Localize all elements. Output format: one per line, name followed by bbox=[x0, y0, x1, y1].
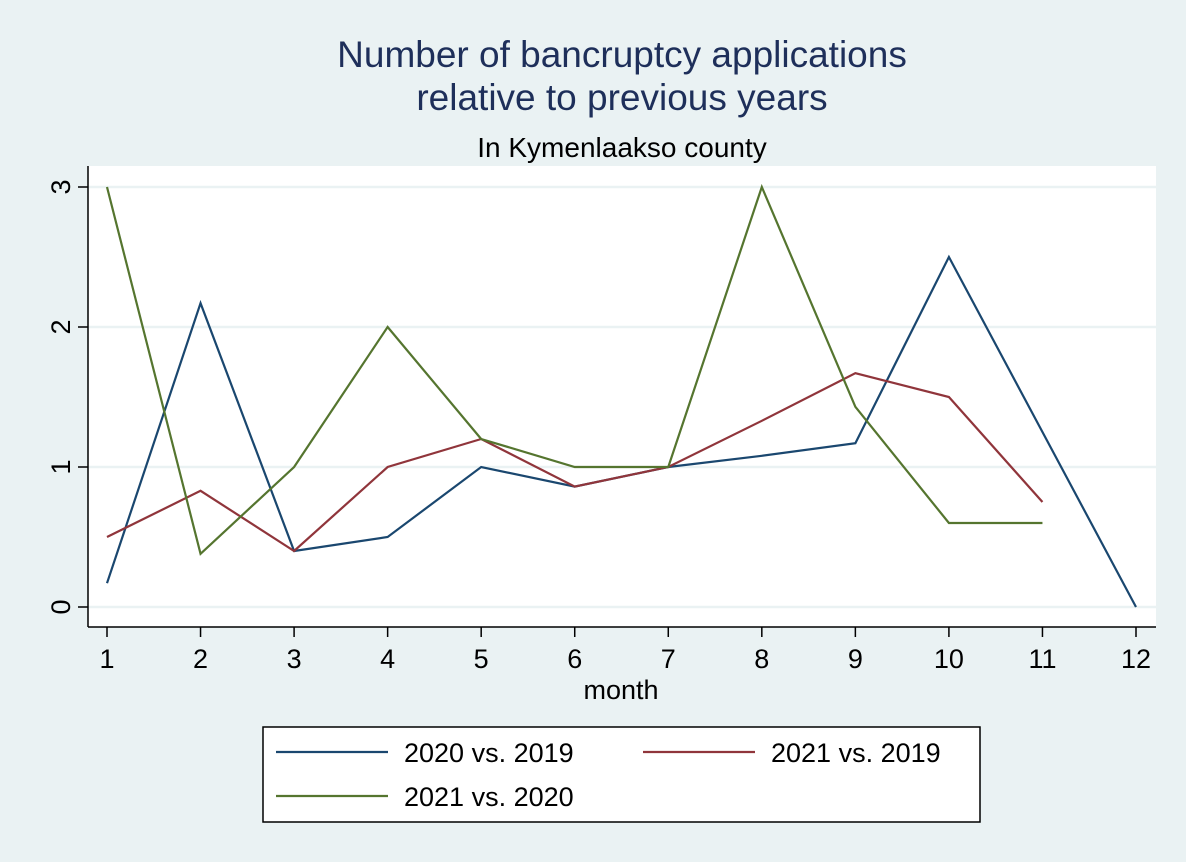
series-line-3 bbox=[105, 183, 1043, 556]
chart-title-line-2: relative to previous years bbox=[416, 77, 827, 118]
legend-box bbox=[262, 726, 981, 823]
x-tick-label: 6 bbox=[567, 644, 582, 674]
x-tick-label: 4 bbox=[380, 644, 395, 674]
y-tick-label: 1 bbox=[46, 459, 76, 474]
x-tick-label: 10 bbox=[934, 644, 964, 674]
legend-label: 2020 vs. 2019 bbox=[404, 738, 574, 768]
x-tick-label: 8 bbox=[754, 644, 769, 674]
chart-subtitle: In Kymenlaakso county bbox=[477, 132, 767, 163]
y-tick-label: 3 bbox=[46, 179, 76, 194]
plot-region bbox=[88, 166, 1156, 627]
x-tick-label: 9 bbox=[848, 644, 863, 674]
x-tick-label: 3 bbox=[287, 644, 302, 674]
x-tick-label: 7 bbox=[661, 644, 676, 674]
y-tick-label: 2 bbox=[46, 319, 76, 334]
x-tick-label: 5 bbox=[474, 644, 489, 674]
x-tick-label: 11 bbox=[1028, 644, 1056, 674]
x-tick-label: 2 bbox=[193, 644, 208, 674]
y-tick-label: 0 bbox=[46, 599, 76, 614]
chart-title-line-1: Number of bancruptcy applications bbox=[337, 34, 907, 75]
x-axis-label: month bbox=[583, 675, 658, 705]
series-line-2 bbox=[106, 372, 1044, 553]
legend-label: 2021 vs. 2019 bbox=[771, 738, 941, 768]
legend-label: 2021 vs. 2020 bbox=[404, 782, 574, 812]
x-tick-label: 12 bbox=[1121, 644, 1151, 674]
x-tick-label: 1 bbox=[99, 644, 114, 674]
